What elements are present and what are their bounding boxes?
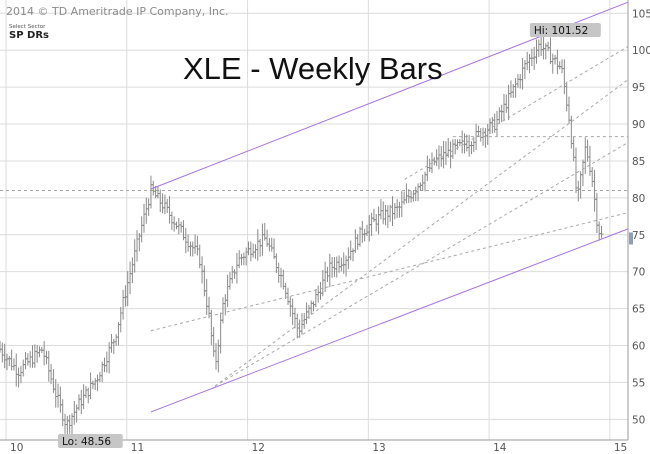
channel-line bbox=[150, 228, 629, 413]
y-tick-label: 80 bbox=[632, 193, 645, 205]
callouts: Hi: 101.52 Lo: 48.56 bbox=[58, 22, 601, 448]
grid-layer bbox=[0, 0, 628, 440]
dashed-trendline bbox=[214, 79, 629, 387]
x-tick-label: 10 bbox=[10, 442, 23, 454]
y-tick-label: 60 bbox=[632, 341, 645, 353]
logo-line-2: SP DRs bbox=[9, 30, 49, 41]
level-layer bbox=[0, 136, 628, 191]
y-tick-label: 50 bbox=[632, 414, 645, 426]
y-tick-label: 105 bbox=[632, 8, 650, 20]
copyright-text: 2014 © TD Ameritrade IP Company, Inc. bbox=[6, 5, 229, 18]
logo-line-1: Select Sector bbox=[9, 24, 46, 30]
callout-label: Hi: 101.52 bbox=[534, 25, 588, 37]
x-tick-label: 13 bbox=[372, 442, 385, 454]
callout-label: Lo: 48.56 bbox=[62, 436, 111, 448]
y-tick-label: 55 bbox=[632, 377, 645, 389]
y-tick-label: 95 bbox=[632, 82, 645, 94]
callout-box bbox=[529, 22, 601, 37]
price-bars bbox=[0, 36, 604, 438]
chart-title: XLE - Weekly Bars bbox=[183, 51, 443, 86]
callout-box bbox=[58, 433, 123, 448]
dashed-trendline bbox=[150, 212, 629, 332]
y-tick-label: 75 bbox=[632, 230, 645, 242]
x-tick-label: 15 bbox=[614, 442, 627, 454]
x-tick-label: 14 bbox=[493, 442, 507, 454]
x-tick-label: 12 bbox=[252, 442, 265, 454]
x-tick-label: 11 bbox=[131, 442, 144, 454]
y-tick-label: 65 bbox=[632, 304, 645, 316]
dashed-trendline bbox=[404, 46, 629, 180]
last-price-marker bbox=[629, 232, 633, 245]
labels: 2014 © TD Ameritrade IP Company, Inc. Se… bbox=[6, 5, 443, 86]
y-tick-label: 70 bbox=[632, 267, 645, 279]
y-tick-label: 100 bbox=[632, 45, 650, 57]
dashed-trendline bbox=[214, 142, 629, 387]
y-tick-label: 90 bbox=[632, 119, 645, 131]
y-tick-label: 85 bbox=[632, 156, 645, 168]
